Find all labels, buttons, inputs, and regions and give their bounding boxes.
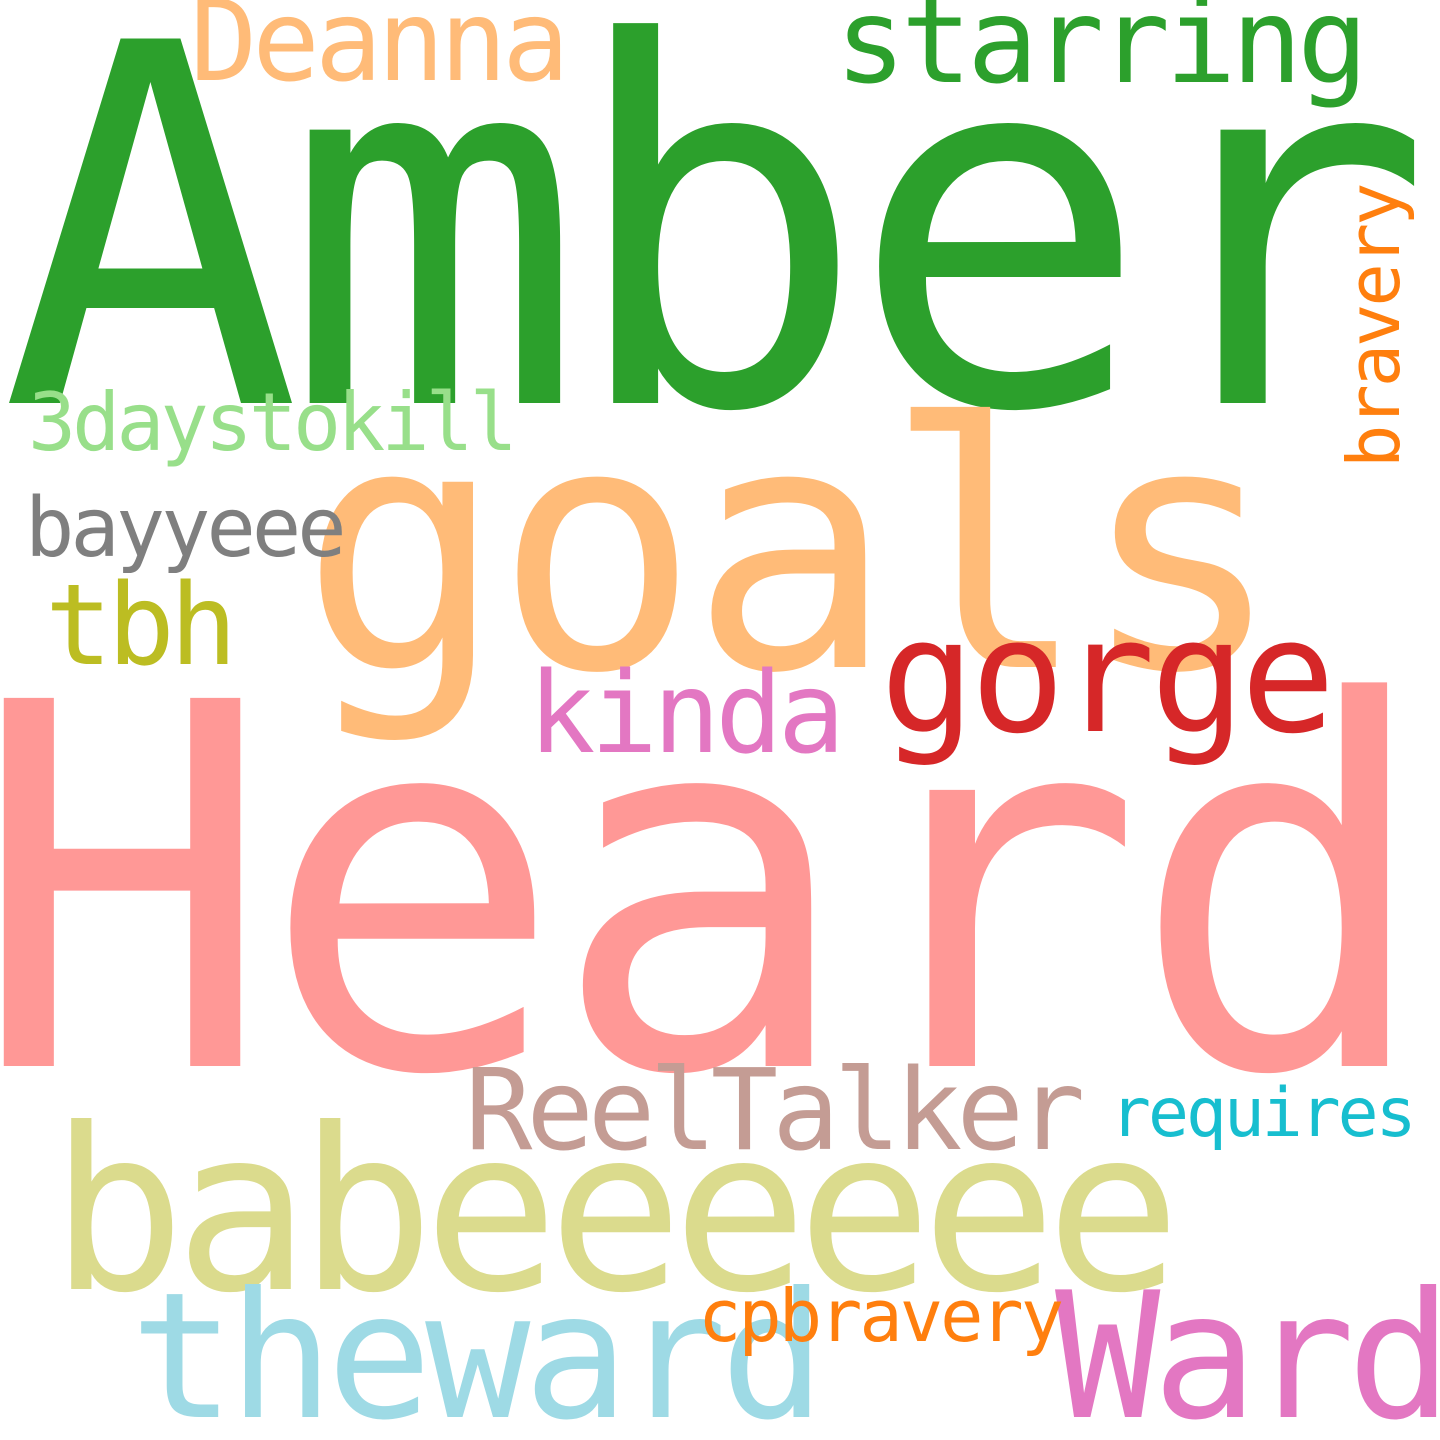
word-cpbravery: cpbravery xyxy=(698,1274,1064,1358)
word-kinda: kinda xyxy=(528,649,845,779)
word-heard: Heard xyxy=(0,598,1434,1186)
word-gorge: gorge xyxy=(880,585,1336,769)
word-ward: Ward xyxy=(1055,1256,1440,1440)
word-bayyeee: bayyeee xyxy=(25,481,347,576)
word-amber: Amber xyxy=(0,0,1433,521)
word-tbh: tbh xyxy=(45,561,237,691)
word-bravery: bravery xyxy=(1332,185,1416,468)
word-starring: starring xyxy=(835,0,1368,110)
word-requires: requires xyxy=(1110,1074,1417,1153)
word-babeeeeee: babeeeeee xyxy=(50,1081,1181,1343)
word-theward: theward xyxy=(130,1256,826,1440)
word-deanna: Deanna xyxy=(190,0,570,107)
word-goals: goals xyxy=(300,352,1283,748)
word-3daystokill: 3daystokill xyxy=(28,376,518,469)
word-reeltalker: ReelTalker xyxy=(465,1046,1085,1176)
